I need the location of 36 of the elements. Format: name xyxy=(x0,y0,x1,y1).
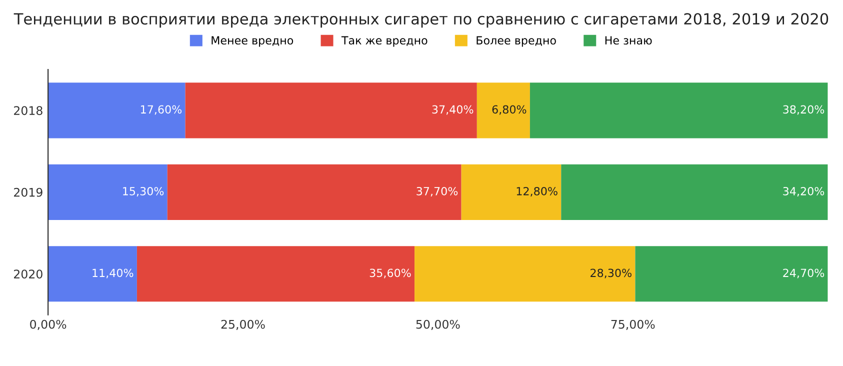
bar xyxy=(414,246,636,302)
y-tick-label: 2020 xyxy=(14,270,42,279)
data-label: 35,60% xyxy=(370,268,411,278)
data-label: 28,30% xyxy=(590,268,632,278)
legend-label: Более вредно xyxy=(476,36,556,47)
data-label: 17,60% xyxy=(141,105,182,115)
bar xyxy=(461,164,562,220)
legend-label: Так же вредно xyxy=(341,36,428,47)
x-tick-label: 0,00% xyxy=(30,320,66,330)
bar xyxy=(561,164,828,220)
data-label: 6,80% xyxy=(492,105,526,115)
bar xyxy=(48,82,186,138)
chart-title: Тенденции в восприятии вреда электронных сигарет по сравнению с сигаретами 2018, 2019 и 2020 xyxy=(14,13,828,28)
legend-label: Менее вредно xyxy=(212,36,294,47)
bar xyxy=(48,164,168,220)
data-label: 37,40% xyxy=(432,105,474,115)
x-tick-label: 25,00% xyxy=(221,320,265,330)
bar xyxy=(48,246,137,302)
bar xyxy=(185,82,477,138)
data-label: 38,20% xyxy=(783,105,824,115)
x-tick-label: 50,00% xyxy=(416,320,460,330)
bar xyxy=(635,246,828,302)
data-label: 37,70% xyxy=(416,186,458,197)
data-label: 11,40% xyxy=(92,268,134,278)
legend-label: Не знаю xyxy=(605,36,652,45)
bar xyxy=(476,82,530,138)
data-label: 12,80% xyxy=(516,186,558,197)
x-tick-label: 75,00% xyxy=(611,320,655,330)
bar xyxy=(136,246,415,302)
data-label: 15,30% xyxy=(123,186,164,197)
bar xyxy=(530,82,828,138)
data-label: 24,70% xyxy=(783,268,824,278)
y-tick-label: 2019 xyxy=(14,188,42,197)
data-label: 34,20% xyxy=(783,186,824,197)
bar xyxy=(167,164,462,220)
y-tick-label: 2018 xyxy=(14,106,42,116)
